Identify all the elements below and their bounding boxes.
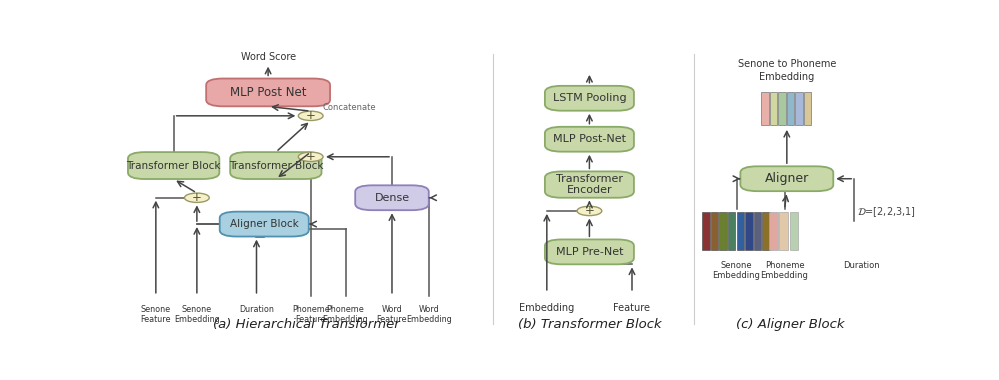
FancyBboxPatch shape — [220, 212, 309, 236]
FancyBboxPatch shape — [544, 239, 634, 264]
Text: Word
Feature: Word Feature — [377, 304, 408, 324]
Text: $\mathcal{D}$=[2,2,3,1]: $\mathcal{D}$=[2,2,3,1] — [856, 206, 915, 219]
FancyBboxPatch shape — [787, 92, 794, 125]
FancyBboxPatch shape — [728, 212, 735, 250]
FancyBboxPatch shape — [544, 127, 634, 152]
Text: Feature: Feature — [613, 303, 650, 313]
Circle shape — [299, 152, 323, 162]
FancyBboxPatch shape — [206, 79, 330, 106]
FancyBboxPatch shape — [769, 212, 778, 250]
FancyBboxPatch shape — [770, 92, 777, 125]
Text: +: + — [192, 191, 202, 204]
Text: Phoneme
Embedding: Phoneme Embedding — [760, 261, 808, 280]
Text: Transformer
Encoder: Transformer Encoder — [555, 174, 623, 195]
FancyBboxPatch shape — [778, 92, 786, 125]
FancyBboxPatch shape — [761, 92, 769, 125]
Text: Senone
Embedding: Senone Embedding — [712, 261, 760, 280]
FancyBboxPatch shape — [795, 92, 803, 125]
Text: LSTM Pooling: LSTM Pooling — [552, 93, 626, 103]
Text: Phoneme
Embedding: Phoneme Embedding — [323, 304, 369, 324]
Text: Transformer Block: Transformer Block — [127, 161, 221, 171]
FancyBboxPatch shape — [230, 152, 322, 179]
Text: MLP Post-Net: MLP Post-Net — [552, 134, 626, 144]
Text: Senone
Feature: Senone Feature — [141, 304, 171, 324]
FancyBboxPatch shape — [736, 212, 744, 250]
Text: MLP Pre-Net: MLP Pre-Net — [555, 247, 623, 257]
Text: Dense: Dense — [375, 193, 410, 203]
Text: Aligner Block: Aligner Block — [230, 219, 299, 229]
Text: Senone to Phoneme
Embedding: Senone to Phoneme Embedding — [737, 59, 836, 82]
FancyBboxPatch shape — [702, 212, 710, 250]
Text: +: + — [306, 150, 316, 163]
Text: +: + — [584, 204, 594, 217]
FancyBboxPatch shape — [719, 212, 727, 250]
Text: Concatenate: Concatenate — [323, 103, 376, 112]
FancyBboxPatch shape — [544, 86, 634, 111]
Text: Phoneme
Feature: Phoneme Feature — [292, 304, 330, 324]
FancyBboxPatch shape — [762, 212, 769, 250]
Text: (c) Aligner Block: (c) Aligner Block — [736, 318, 845, 331]
Text: +: + — [306, 109, 316, 122]
FancyBboxPatch shape — [745, 212, 752, 250]
FancyBboxPatch shape — [804, 92, 811, 125]
FancyBboxPatch shape — [779, 212, 788, 250]
Circle shape — [299, 111, 323, 120]
Circle shape — [185, 193, 209, 203]
Text: Aligner: Aligner — [764, 172, 809, 185]
Text: Duration: Duration — [239, 304, 274, 313]
Text: Word
Embedding: Word Embedding — [407, 304, 452, 324]
FancyBboxPatch shape — [789, 212, 798, 250]
Text: Duration: Duration — [843, 261, 880, 270]
Text: (a) Hierarchical Transformer: (a) Hierarchical Transformer — [214, 318, 401, 331]
FancyBboxPatch shape — [544, 171, 634, 198]
Text: MLP Post Net: MLP Post Net — [230, 86, 307, 99]
FancyBboxPatch shape — [711, 212, 718, 250]
Circle shape — [577, 206, 601, 215]
Text: Word Score: Word Score — [241, 52, 296, 62]
FancyBboxPatch shape — [128, 152, 220, 179]
FancyBboxPatch shape — [356, 185, 429, 210]
FancyBboxPatch shape — [753, 212, 761, 250]
Text: (b) Transformer Block: (b) Transformer Block — [517, 318, 661, 331]
FancyBboxPatch shape — [740, 166, 833, 191]
Text: Embedding: Embedding — [519, 303, 574, 313]
Text: Transformer Block: Transformer Block — [229, 161, 323, 171]
Text: Senone
Embedding: Senone Embedding — [174, 304, 220, 324]
